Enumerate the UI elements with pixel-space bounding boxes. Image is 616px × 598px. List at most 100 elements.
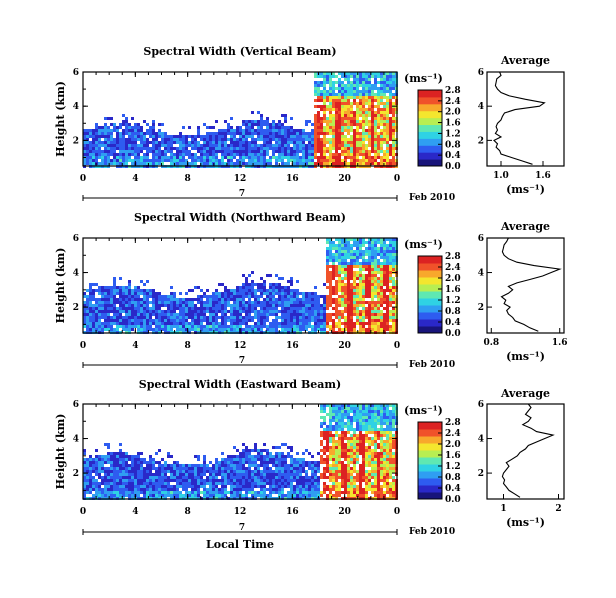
heatmap-cell xyxy=(389,310,392,313)
heatmap-cell xyxy=(389,84,392,87)
heatmap-cell xyxy=(362,147,365,150)
heatmap-cell xyxy=(386,259,389,262)
heatmap-cell xyxy=(347,90,350,93)
heatmap-cell xyxy=(350,84,353,87)
heatmap-cell xyxy=(374,262,377,265)
heatmap-cell xyxy=(191,156,194,159)
heatmap-cell xyxy=(320,325,323,328)
heatmap-cell xyxy=(128,156,131,159)
average-x-tick-label: 0.8 xyxy=(483,338,499,348)
heatmap-cell xyxy=(179,147,182,150)
heatmap-cell xyxy=(296,289,299,292)
heatmap-cell xyxy=(122,123,125,126)
heatmap-cell xyxy=(125,494,128,497)
heatmap-cell xyxy=(260,153,263,156)
heatmap-cell xyxy=(197,479,200,482)
heatmap-cell xyxy=(362,274,365,277)
heatmap-cell xyxy=(257,123,260,126)
heatmap-cell xyxy=(326,322,329,325)
heatmap-cell xyxy=(215,120,218,123)
heatmap-cell xyxy=(143,301,146,304)
heatmap-cell xyxy=(329,277,332,280)
heatmap-cell xyxy=(287,485,290,488)
heatmap-cell xyxy=(86,328,89,331)
heatmap-cell xyxy=(386,126,389,129)
heatmap-cell xyxy=(125,147,128,150)
heatmap-cell xyxy=(341,144,344,147)
heatmap-cell xyxy=(266,292,269,295)
heatmap-cell xyxy=(275,126,278,129)
heatmap-cell xyxy=(344,244,347,247)
heatmap-cell xyxy=(299,458,302,461)
heatmap-cell xyxy=(101,162,104,165)
heatmap-cell xyxy=(218,292,221,295)
heatmap-cell xyxy=(293,461,296,464)
heatmap-cell xyxy=(299,132,302,135)
heatmap-cell xyxy=(149,473,152,476)
heatmap-cell xyxy=(95,458,98,461)
heatmap-cell xyxy=(125,156,128,159)
heatmap-cell xyxy=(113,280,116,283)
heatmap-cell xyxy=(311,301,314,304)
heatmap-cell xyxy=(365,135,368,138)
heatmap-cell xyxy=(281,476,284,479)
heatmap-cell xyxy=(95,156,98,159)
heatmap-cell xyxy=(209,325,212,328)
heatmap-cell xyxy=(353,325,356,328)
heatmap-cell xyxy=(185,467,188,470)
heatmap-cell xyxy=(152,479,155,482)
heatmap-cell xyxy=(188,479,191,482)
heatmap-cell xyxy=(122,144,125,147)
colorbar-swatch xyxy=(418,138,442,146)
heatmap-cell xyxy=(371,286,374,289)
heatmap-cell xyxy=(269,325,272,328)
heatmap-cell xyxy=(344,277,347,280)
heatmap-cell xyxy=(386,283,389,286)
heatmap-cell xyxy=(272,307,275,310)
heatmap-cell xyxy=(233,446,236,449)
heatmap-cell xyxy=(176,485,179,488)
heatmap-cell xyxy=(275,467,278,470)
heatmap-cell xyxy=(329,75,332,78)
heatmap-cell xyxy=(182,307,185,310)
heatmap-cell xyxy=(245,479,248,482)
heatmap-cell xyxy=(260,286,263,289)
heatmap-cell xyxy=(371,72,374,75)
heatmap-cell xyxy=(152,319,155,322)
heatmap-cell xyxy=(131,488,134,491)
heatmap-cell xyxy=(107,141,110,144)
heatmap-cell xyxy=(305,292,308,295)
heatmap-cell xyxy=(368,102,371,105)
heatmap-cell xyxy=(209,135,212,138)
heatmap-cell xyxy=(140,138,143,141)
heatmap-cell xyxy=(101,491,104,494)
heatmap-cell xyxy=(359,265,362,268)
heatmap-cell xyxy=(125,458,128,461)
heatmap-cell xyxy=(368,135,371,138)
heatmap-cell xyxy=(119,461,122,464)
heatmap-cell xyxy=(275,292,278,295)
heatmap-cell xyxy=(149,455,152,458)
heatmap-cell xyxy=(368,271,371,274)
heatmap-cell xyxy=(185,491,188,494)
heatmap-cell xyxy=(278,458,281,461)
heatmap-cell xyxy=(284,135,287,138)
heatmap-cell xyxy=(296,144,299,147)
x-tick-label: 20 xyxy=(338,341,351,351)
heatmap-cell xyxy=(290,494,293,497)
heatmap-cell xyxy=(116,129,119,132)
heatmap-cell xyxy=(83,491,86,494)
heatmap-cell xyxy=(242,286,245,289)
heatmap-cell xyxy=(170,135,173,138)
heatmap-cell xyxy=(326,241,329,244)
heatmap-cell xyxy=(131,485,134,488)
heatmap-cell xyxy=(209,485,212,488)
heatmap-cell xyxy=(233,304,236,307)
heatmap-cell xyxy=(215,153,218,156)
heatmap-cell xyxy=(392,319,395,322)
heatmap-cell xyxy=(113,292,116,295)
heatmap-cell xyxy=(314,301,317,304)
heatmap-cell xyxy=(185,479,188,482)
heatmap-cell xyxy=(368,244,371,247)
heatmap-cell xyxy=(140,482,143,485)
